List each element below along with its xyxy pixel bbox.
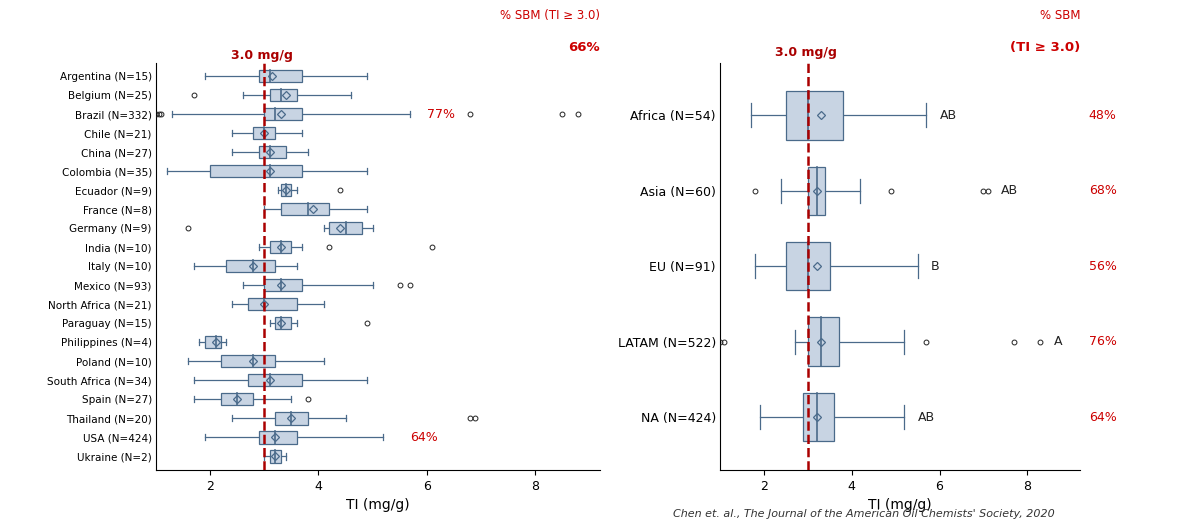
Bar: [264, 279, 302, 291]
Text: A: A: [1054, 335, 1062, 348]
Text: 3.0 mg/g: 3.0 mg/g: [230, 49, 293, 62]
Text: Chen et. al., The Journal of the American Oil Chemists' Society, 2020: Chen et. al., The Journal of the America…: [673, 509, 1055, 519]
Bar: [804, 393, 834, 441]
Bar: [259, 431, 296, 444]
Bar: [264, 108, 302, 120]
Bar: [221, 355, 275, 367]
Bar: [270, 241, 292, 253]
Bar: [205, 336, 221, 348]
Text: AB: AB: [918, 410, 935, 423]
Bar: [786, 242, 829, 290]
Text: 76%: 76%: [1088, 335, 1117, 348]
Bar: [270, 89, 296, 101]
Bar: [248, 374, 302, 386]
Text: AB: AB: [1001, 184, 1018, 197]
Bar: [275, 317, 292, 329]
Bar: [329, 222, 361, 234]
Text: 56%: 56%: [1088, 260, 1117, 272]
Bar: [275, 412, 307, 424]
Text: 68%: 68%: [1088, 184, 1117, 197]
X-axis label: TI (mg/g): TI (mg/g): [346, 498, 410, 512]
Bar: [210, 165, 302, 177]
Text: B: B: [931, 260, 940, 272]
Bar: [808, 317, 839, 366]
Text: 64%: 64%: [1088, 410, 1116, 423]
Text: 77%: 77%: [427, 108, 455, 121]
Bar: [259, 146, 286, 158]
Text: 48%: 48%: [1088, 109, 1117, 122]
Text: 3.0 mg/g: 3.0 mg/g: [775, 46, 836, 59]
Text: 64%: 64%: [410, 431, 438, 444]
Bar: [221, 393, 253, 406]
Text: % SBM (TI ≥ 3.0): % SBM (TI ≥ 3.0): [500, 9, 600, 22]
Bar: [248, 298, 296, 311]
Bar: [259, 70, 302, 82]
Text: % SBM: % SBM: [1039, 9, 1080, 22]
Bar: [808, 167, 826, 215]
Bar: [281, 184, 292, 196]
Bar: [786, 91, 842, 139]
Text: (TI ≥ 3.0): (TI ≥ 3.0): [1009, 41, 1080, 54]
X-axis label: TI (mg/g): TI (mg/g): [868, 498, 932, 512]
Text: 66%: 66%: [569, 41, 600, 54]
Bar: [227, 260, 275, 272]
Bar: [270, 450, 281, 462]
Bar: [253, 127, 275, 139]
Text: AB: AB: [940, 109, 956, 122]
Bar: [281, 203, 329, 215]
